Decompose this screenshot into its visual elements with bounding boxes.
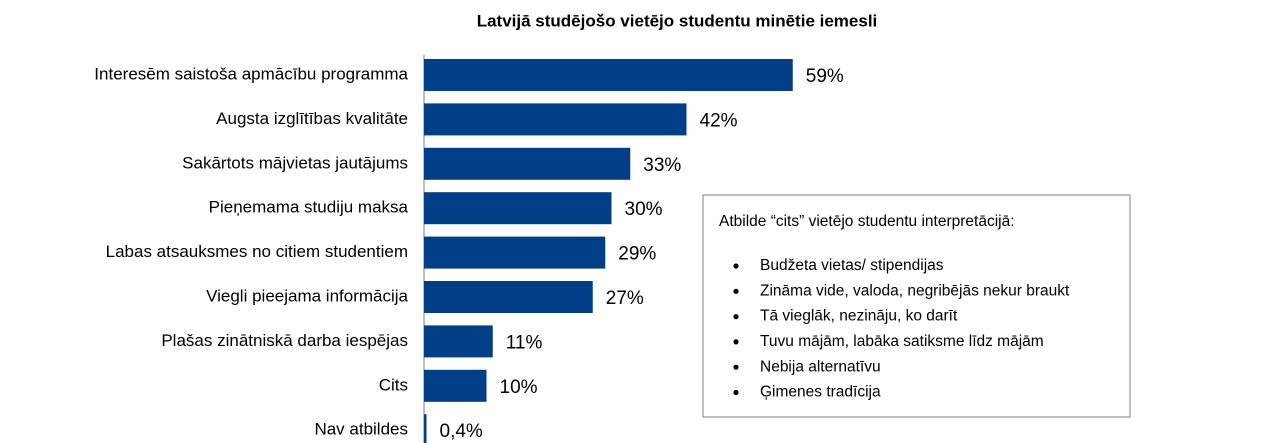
category-label: Sakārtots mājvietas jautājums — [182, 153, 408, 172]
bullet — [733, 364, 739, 370]
value-label: 30% — [625, 199, 663, 220]
annotation-box — [702, 194, 1131, 418]
annotation-item: Zināma vide, valoda, negribējās nekur br… — [760, 282, 1070, 299]
value-label: 59% — [806, 66, 844, 87]
value-label: 42% — [700, 110, 738, 131]
category-label: Nav atbildes — [314, 420, 408, 439]
category-label: Pieņemama studiju maksa — [209, 198, 409, 217]
value-label: 29% — [618, 244, 656, 265]
bar — [424, 369, 487, 402]
value-label: 27% — [606, 288, 644, 309]
bullet — [733, 263, 739, 269]
bullet — [733, 339, 739, 345]
annotation-item: Ģimenes tradīcija — [760, 384, 881, 401]
category-label: Interesēm saistoša apmācību programma — [94, 64, 408, 83]
bar — [424, 281, 593, 313]
annotation-item: Tā vieglāk, nezināju, ko darīt — [760, 308, 958, 325]
bullet — [733, 314, 739, 320]
category-label: Augsta izglītības kvalitāte — [216, 109, 408, 128]
category-label: Plašas zinātniskā darba iespējas — [161, 331, 408, 350]
bar — [424, 192, 612, 225]
annotation-title: Atbilde “cits” vietējo studentu interpre… — [719, 213, 1015, 230]
value-label: 0,4% — [440, 421, 483, 442]
category-label: Cits — [379, 375, 408, 394]
value-label: 33% — [643, 155, 681, 176]
annotation-item: Nebija alternatīvu — [760, 358, 881, 375]
annotation-item: Tuvu mājām, labāka satiksme līdz mājām — [760, 333, 1044, 350]
bullet — [733, 389, 739, 396]
bar — [424, 236, 606, 269]
bar — [424, 325, 493, 358]
category-label: Viegli pieejama informācija — [206, 286, 408, 305]
bullet — [733, 288, 739, 294]
category-label: Labas atsauksmes no citiem studentiem — [106, 242, 408, 261]
bar — [424, 414, 427, 443]
bar — [424, 103, 687, 136]
value-label: 11% — [506, 332, 543, 353]
bar — [424, 59, 793, 91]
bar — [424, 147, 631, 180]
chart-title: Latvijā studējošo vietējo studentu minēt… — [477, 11, 878, 30]
annotation-item: Budžeta vietas/ stipendijas — [760, 257, 944, 274]
value-label: 10% — [500, 377, 538, 398]
